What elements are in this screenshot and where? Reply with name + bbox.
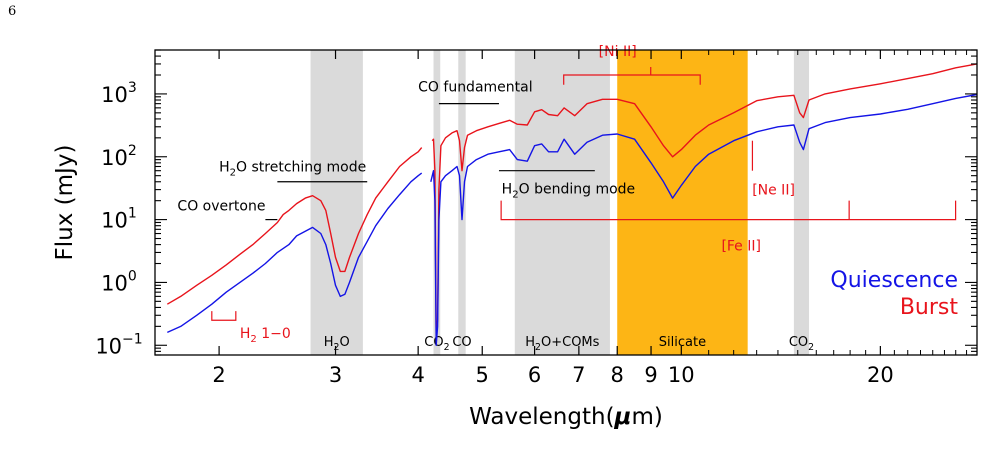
band-h2o-coms	[514, 50, 610, 355]
marker-h2	[211, 311, 237, 321]
y-tick-label: 10−1	[95, 331, 142, 358]
band-h2o	[310, 50, 363, 355]
x-tick-label: 7	[572, 363, 585, 387]
band-silicate	[617, 50, 748, 355]
x-tick-label: 10	[668, 363, 695, 387]
x-tick-label: 6	[528, 363, 541, 387]
series-burst-segment-0	[166, 147, 423, 305]
band-label-3: H2O+COMs	[525, 335, 599, 353]
annotation-h2o-bending: H2O bending mode	[502, 182, 636, 201]
band-label-0: H2O	[324, 335, 350, 353]
annotation-co-fundamental: CO fundamental	[418, 79, 532, 95]
band-label-5: CO2	[789, 335, 814, 353]
legend: Quiescence Burst	[830, 268, 958, 320]
series-quiescence-segment-1	[430, 93, 978, 346]
y-tick-label: 100	[101, 268, 137, 295]
feature-annotations: CO overtone H2O stretching mode CO fundame…	[177, 44, 794, 345]
legend-burst: Burst	[900, 295, 959, 320]
spectra-lines	[166, 63, 978, 346]
plot-frame	[154, 49, 978, 356]
annotation-h2-1-0: H2 1−0	[240, 326, 291, 345]
y-tick-label: 102	[101, 143, 137, 170]
series-quiescence-segment-0	[167, 172, 423, 334]
band-label-2: CO	[452, 335, 471, 350]
x-tick-label: 5	[476, 363, 489, 387]
x-tick-label: 4	[411, 363, 424, 387]
absorption-bands: H2O CO2 CO H2O+COMs Silicate CO2	[310, 50, 814, 355]
band-label-1: CO2	[424, 335, 449, 353]
band-co	[458, 50, 466, 355]
marker-fe-ii	[500, 200, 957, 221]
series-burst-segment-1	[431, 63, 978, 335]
band-co2	[433, 50, 441, 355]
y-tick-label: 101	[101, 206, 137, 233]
x-tick-label: 3	[329, 363, 342, 387]
y-axis-label: Flux (mJy)	[52, 145, 78, 261]
legend-quiescence: Quiescence	[830, 268, 958, 293]
annotation-h2o-stretching: H2O stretching mode	[219, 160, 366, 179]
marker-ni-ii	[563, 67, 701, 85]
x-tick-label: 2	[212, 363, 225, 387]
x-axis-label: Wavelength(μm)	[469, 404, 663, 430]
y-tick-label: 103	[101, 80, 137, 107]
page-number: 6	[8, 4, 17, 19]
annotation-fe-ii: [Fe II]	[721, 239, 761, 255]
emission-line-markers	[211, 67, 957, 321]
band-co2-15	[793, 50, 810, 355]
annotation-co-overtone: CO overtone	[177, 198, 265, 214]
axes: 2 3 4 5 6 7 8 9 10 20 10−1 100 101 102 103 Wavelength(μ…	[52, 49, 977, 430]
x-tick-label: 8	[611, 363, 624, 387]
annotation-ne-ii: [Ne II]	[752, 183, 795, 199]
band-label-4: Silicate	[659, 335, 706, 350]
x-tick-label: 9	[644, 363, 657, 387]
x-tick-label: 20	[867, 363, 894, 387]
